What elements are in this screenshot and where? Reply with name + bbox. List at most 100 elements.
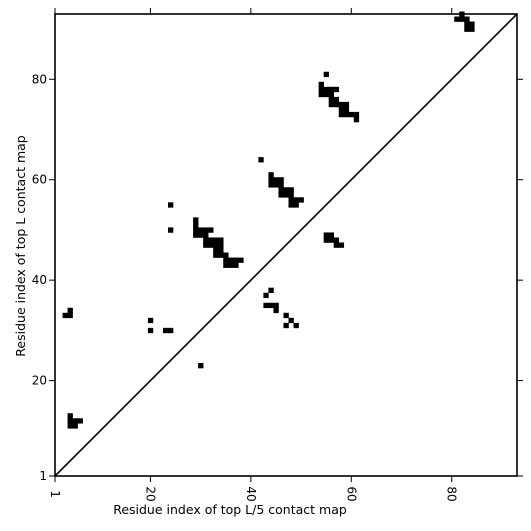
contact-cell [328, 86, 334, 93]
contact-cell [323, 232, 329, 238]
contact-cell [258, 157, 264, 163]
contact-cell [213, 252, 219, 258]
contact-cell [338, 106, 345, 113]
contact-cell [268, 177, 274, 183]
contact-cell [323, 237, 329, 243]
contact-cell [343, 101, 350, 108]
contact-cell [193, 227, 199, 233]
x-tick-label: 60 [344, 486, 358, 501]
contact-cell [228, 262, 234, 268]
contact-cell [278, 182, 284, 188]
diagonal-line [54, 13, 518, 477]
contact-cell [283, 322, 289, 329]
contact-cell [147, 327, 154, 334]
contact-cell [198, 227, 204, 233]
contact-cell [323, 91, 329, 98]
contact-cell [328, 91, 334, 98]
axis-ticks: 1 20 40 60 80 1 20 40 60 80 [32, 8, 523, 502]
contact-cell [218, 242, 224, 248]
x-axis-label: Residue index of top L/5 contact map [113, 502, 347, 517]
contact-cell [328, 96, 334, 103]
contact-cell [223, 257, 229, 263]
contact-cell [293, 202, 299, 208]
contact-cell [464, 21, 470, 27]
y-tick-label: 20 [32, 374, 47, 388]
contact-cell [193, 222, 199, 228]
contact-cell [208, 227, 214, 233]
contact-cell [198, 363, 204, 369]
contact-cell [273, 177, 279, 183]
contact-cell [218, 252, 224, 258]
contact-cell [62, 312, 68, 319]
contact-cell [268, 172, 274, 178]
contact-cell [203, 227, 209, 233]
y-tick-label: 1 [39, 469, 47, 483]
contact-cell [318, 91, 324, 98]
contact-cell [298, 197, 304, 203]
contact-cell [268, 182, 274, 188]
y-tick-label: 60 [32, 173, 47, 187]
contact-cell [273, 182, 279, 188]
contact-cell [67, 418, 73, 424]
contact-cell [223, 262, 229, 268]
contact-cell [193, 217, 199, 223]
contact-cell [454, 16, 460, 22]
contact-cell [208, 237, 214, 243]
contact-cell [273, 302, 279, 309]
contact-cell [293, 322, 299, 329]
contact-cell [278, 192, 284, 198]
contact-cell [469, 21, 475, 27]
contact-cell [162, 327, 169, 334]
contact-cell [193, 232, 199, 238]
contact-cell [288, 202, 294, 208]
contact-cell [333, 96, 340, 103]
x-tick-label: 20 [143, 486, 157, 501]
contact-cell [208, 242, 214, 248]
contact-cell [293, 197, 299, 203]
contact-cell [338, 101, 345, 108]
contact-cell [318, 86, 324, 93]
contact-cell [464, 26, 470, 32]
contact-cell [67, 307, 73, 314]
contact-cell [218, 247, 224, 253]
contact-cell [288, 317, 294, 324]
contact-cell [333, 86, 340, 93]
contact-cell [167, 227, 174, 233]
contact-cell [203, 237, 209, 243]
contact-cell [328, 232, 334, 238]
contact-cell [323, 71, 329, 78]
contact-cell [278, 177, 284, 183]
contact-cell [198, 232, 204, 238]
contact-cell [77, 418, 83, 424]
contact-cell [338, 242, 345, 248]
contact-cell [218, 237, 224, 243]
contact-cell [228, 257, 234, 263]
contact-cell [333, 242, 340, 248]
x-tick-label: 1 [48, 490, 62, 498]
y-tick-label: 40 [32, 273, 47, 287]
contact-cell [328, 237, 334, 243]
contact-cell [338, 111, 345, 118]
contact-cell [213, 242, 219, 248]
x-tick-label: 40 [244, 486, 258, 501]
contact-cell [268, 302, 274, 309]
contact-cell [223, 252, 229, 258]
contact-cell [203, 242, 209, 248]
contact-cell [268, 287, 274, 293]
contact-cell [167, 327, 174, 334]
contact-cell [238, 257, 244, 263]
contact-cell [353, 116, 360, 123]
contact-cell [283, 187, 289, 193]
contact-cell [203, 232, 209, 238]
contact-cell [273, 307, 279, 314]
contact-cell [464, 16, 470, 22]
contact-cell [263, 292, 269, 299]
contact-cell [263, 302, 269, 309]
contact-cell [288, 197, 294, 203]
contact-cell [147, 317, 154, 324]
contact-cell [283, 192, 289, 198]
contact-cell [318, 81, 324, 88]
y-tick-label: 80 [32, 72, 47, 86]
contact-cell [288, 192, 294, 198]
